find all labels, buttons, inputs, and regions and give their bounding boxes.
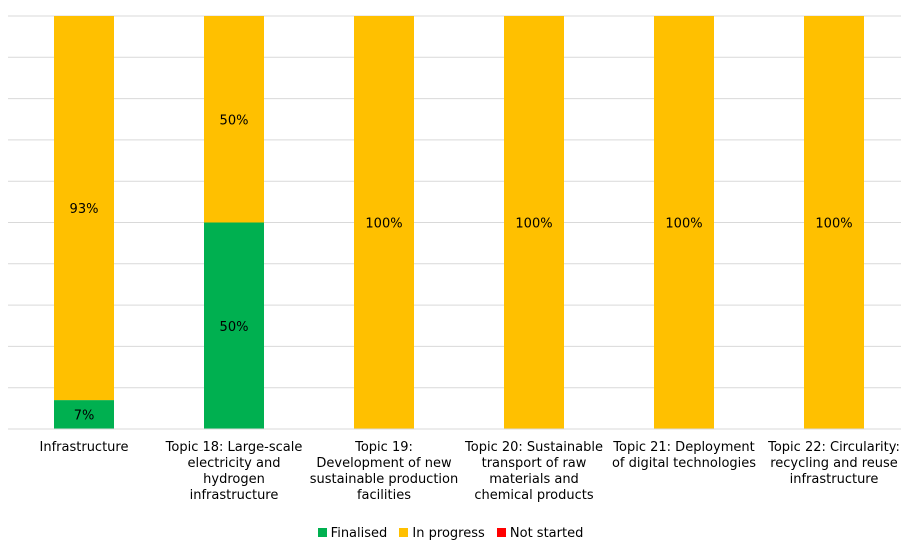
bar-in-progress-4 xyxy=(654,16,714,429)
category-label-line: Topic 21: Deployment xyxy=(613,440,755,455)
bar-in-progress-3 xyxy=(504,16,564,429)
category-label-5: Topic 22: Circularity: recycling and reus… xyxy=(759,440,901,488)
bar-in-progress-0 xyxy=(54,16,114,401)
category-label-line: hydrogen xyxy=(203,472,265,487)
legend-swatch-in-progress xyxy=(399,528,409,537)
category-label-1: Topic 18: Large-scale electricity and hydr… xyxy=(159,440,309,504)
data-label-in-progress-2: 100% xyxy=(365,217,402,232)
category-label-4: Topic 21: Deployment of digital technolog… xyxy=(609,440,759,472)
category-label-line: recycling and reuse xyxy=(770,456,898,471)
legend-label-not-started: Not started xyxy=(509,526,584,541)
legend-item-finalised: Finalised xyxy=(317,526,388,541)
data-label-finalised-1: 50% xyxy=(220,320,249,335)
legend-swatch-finalised xyxy=(317,528,327,537)
category-label-line: of digital technologies xyxy=(611,456,757,471)
category-label-line: Topic 20: Sustainable xyxy=(465,440,603,455)
category-label-line: chemical products xyxy=(474,488,594,503)
data-label-finalised-0: 7% xyxy=(74,409,95,424)
category-label-line: Topic 19: xyxy=(355,440,413,455)
bar-in-progress-5 xyxy=(804,16,864,429)
legend-item-not-started: Not started xyxy=(496,526,584,541)
category-label-line: materials and xyxy=(489,472,579,487)
bar-in-progress-2 xyxy=(354,16,414,429)
category-label-line: Topic 22: Circularity: xyxy=(768,440,900,455)
bar-in-progress-1 xyxy=(204,16,264,223)
category-label-line: Development of new xyxy=(316,456,452,471)
bar-finalised-0 xyxy=(54,400,114,429)
data-label-in-progress-0: 93% xyxy=(70,202,99,217)
legend-label-in-progress: In progress xyxy=(412,526,485,541)
data-label-in-progress-5: 100% xyxy=(815,217,852,232)
category-label-line: Topic 18: Large-scale xyxy=(165,440,303,455)
category-label-line: facilities xyxy=(356,488,411,503)
legend-label-finalised: Finalised xyxy=(330,526,388,541)
stacked-bar-chart: 7% 93% 50% 50% 100% 100% 100% 100% xyxy=(8,15,901,430)
category-label-3: Topic 20: Sustainable transport of raw mat… xyxy=(459,440,609,504)
category-label-line: infrastructure xyxy=(789,472,879,487)
legend: Finalised In progress Not started xyxy=(0,526,901,541)
data-label-in-progress-1: 50% xyxy=(220,113,249,128)
category-label-line: sustainable production xyxy=(309,472,459,487)
data-label-in-progress-4: 100% xyxy=(665,217,702,232)
category-label-line: electricity and xyxy=(187,456,281,471)
category-label-line: transport of raw xyxy=(481,456,587,471)
category-label-line: Infrastructure xyxy=(39,440,129,455)
data-label-in-progress-3: 100% xyxy=(515,217,552,232)
legend-item-in-progress: In progress xyxy=(399,526,485,541)
bar-finalised-1 xyxy=(204,222,264,429)
category-label-2: Topic 19: Development of new sustainable p… xyxy=(309,440,459,504)
legend-swatch-not-started xyxy=(496,528,506,537)
category-label-0: Infrastructure xyxy=(9,440,159,456)
category-label-line: infrastructure xyxy=(189,488,279,503)
